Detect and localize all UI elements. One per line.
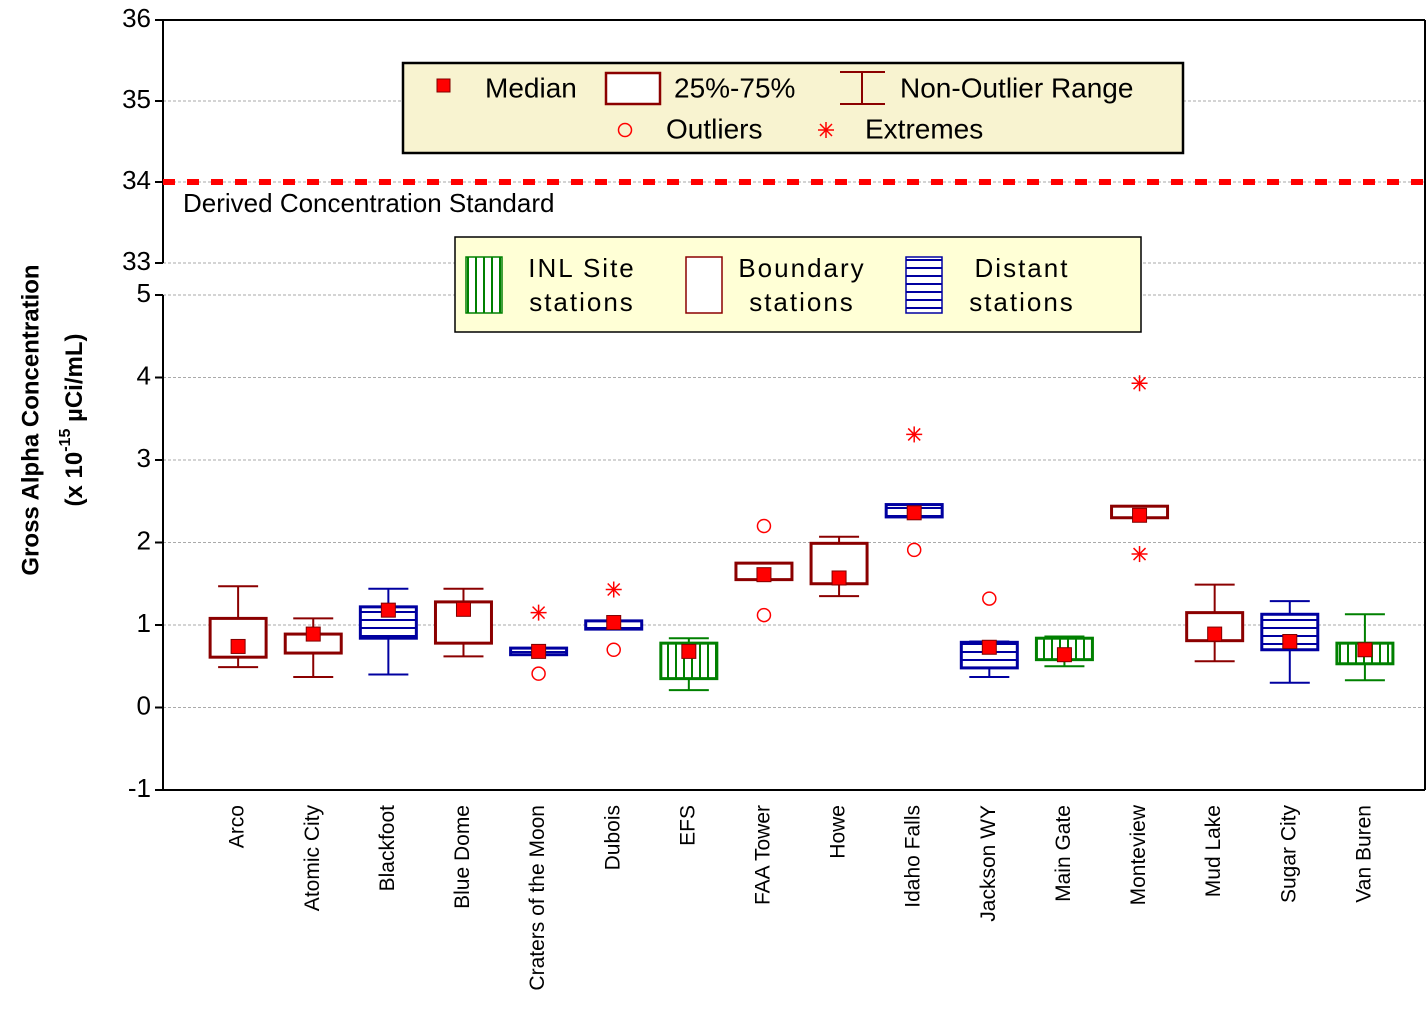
legend-box xyxy=(604,71,662,106)
unit-part: (x 10 xyxy=(61,452,88,507)
group-legend: INL Site stations Boundary stations Distan… xyxy=(454,236,1142,333)
median xyxy=(1056,647,1072,663)
box xyxy=(1260,612,1320,652)
legend-frame xyxy=(401,61,1185,155)
median xyxy=(305,626,321,642)
median xyxy=(1207,626,1223,642)
median xyxy=(681,643,697,659)
median xyxy=(981,639,997,655)
legend-swatch xyxy=(465,256,503,314)
median xyxy=(756,567,772,583)
star-stroke xyxy=(532,606,546,620)
y-tick-label: 3 xyxy=(137,443,151,473)
x-tick-label: Monteview xyxy=(1127,804,1150,905)
extreme xyxy=(1131,546,1148,563)
x-tick-label: Craters of the Moon xyxy=(526,805,549,991)
star-stroke xyxy=(1133,376,1147,390)
x-tick-label: Idaho Falls xyxy=(902,805,925,908)
y-axis-title: Gross Alpha Concentration xyxy=(17,264,44,575)
star-stroke xyxy=(1133,547,1147,561)
y-axis-title-line: Gross Alpha Concentration xyxy=(17,264,44,575)
y-tick-label: 0 xyxy=(137,690,151,720)
median xyxy=(531,643,547,659)
x-tick-label: Blackfoot xyxy=(376,805,399,892)
star-stroke xyxy=(607,582,621,597)
legend-frame xyxy=(454,236,1142,333)
legend-label: Boundary stations xyxy=(738,253,866,317)
unit-part: µCi/mL) xyxy=(61,334,88,429)
x-tick-label: Main Gate xyxy=(1052,805,1075,902)
x-tick-label: Arco xyxy=(226,805,249,848)
x-tick-label: EFS xyxy=(676,805,699,846)
legend-label-box: INL Site stations xyxy=(528,253,636,317)
star-stroke xyxy=(819,123,833,137)
x-tick-label: Mud Lake xyxy=(1202,805,1225,897)
symbol-legend: Median 25%-75% Non-Outlier Range Outliers Ex… xyxy=(401,61,1185,155)
legend-label: Non-Outlier Range xyxy=(900,72,1133,103)
outlier xyxy=(906,542,922,558)
y-tick-label: 2 xyxy=(137,525,151,555)
legend-label: Distant stations xyxy=(969,253,1075,317)
median xyxy=(455,601,471,617)
median xyxy=(1282,634,1298,649)
median xyxy=(380,602,396,618)
x-tick-label: Sugar City xyxy=(1277,805,1300,904)
unit-sup: -15 xyxy=(57,429,74,452)
legend-swatch xyxy=(685,256,723,314)
legend-swatch xyxy=(905,256,943,314)
legend-label: Outliers xyxy=(666,113,762,144)
x-tick-label: Blue Dome xyxy=(451,805,474,909)
y-tick-label: 1 xyxy=(137,608,151,638)
median xyxy=(906,505,922,521)
y-tick-label: -1 xyxy=(128,773,151,803)
x-tick-label: Howe xyxy=(827,805,850,859)
legend-extreme xyxy=(818,122,834,138)
median xyxy=(1357,642,1373,658)
median xyxy=(831,570,847,586)
star-stroke xyxy=(907,427,921,441)
x-tick-label: Atomic City xyxy=(301,805,324,912)
x-tick-label: Van Buren xyxy=(1352,805,1375,903)
outlier xyxy=(756,518,772,534)
legend-label: 25%-75% xyxy=(674,72,795,103)
outlier xyxy=(982,591,997,606)
y-axis-unit-text: (x 10-15 µCi/mL) xyxy=(57,334,88,507)
x-tick-label: Jackson WY xyxy=(977,805,1000,922)
median xyxy=(230,638,246,654)
median xyxy=(1132,507,1148,523)
outlier xyxy=(756,607,772,623)
outlier xyxy=(531,666,546,681)
legend-outlier xyxy=(617,122,633,138)
median xyxy=(606,615,622,631)
box xyxy=(659,641,719,681)
y-tick-label: 36 xyxy=(122,3,151,33)
reference-label: Derived Concentration Standard xyxy=(183,188,554,218)
legend-label-box: Distant stations xyxy=(969,253,1075,317)
x-tick-label: FAA Tower xyxy=(751,805,774,905)
outlier xyxy=(606,642,621,657)
x-tick-label: Dubois xyxy=(601,805,624,870)
extreme xyxy=(1131,375,1148,392)
legend-label: Median xyxy=(485,72,577,103)
y-axis-unit: (x 10-15 µCi/mL) xyxy=(57,334,88,507)
y-tick-label: 33 xyxy=(122,246,151,276)
legend-label-box: Boundary stations xyxy=(738,253,866,317)
legend-median xyxy=(436,78,451,93)
extreme xyxy=(605,581,622,598)
y-tick-label: 34 xyxy=(122,165,151,195)
y-tick-label: 4 xyxy=(137,360,151,390)
y-tick-label: 5 xyxy=(137,278,151,308)
legend-label: Extremes xyxy=(865,113,983,144)
extreme xyxy=(906,426,923,443)
legend-label: INL Site stations xyxy=(528,253,636,317)
y-tick-label: 35 xyxy=(122,84,151,114)
extreme xyxy=(530,604,547,621)
